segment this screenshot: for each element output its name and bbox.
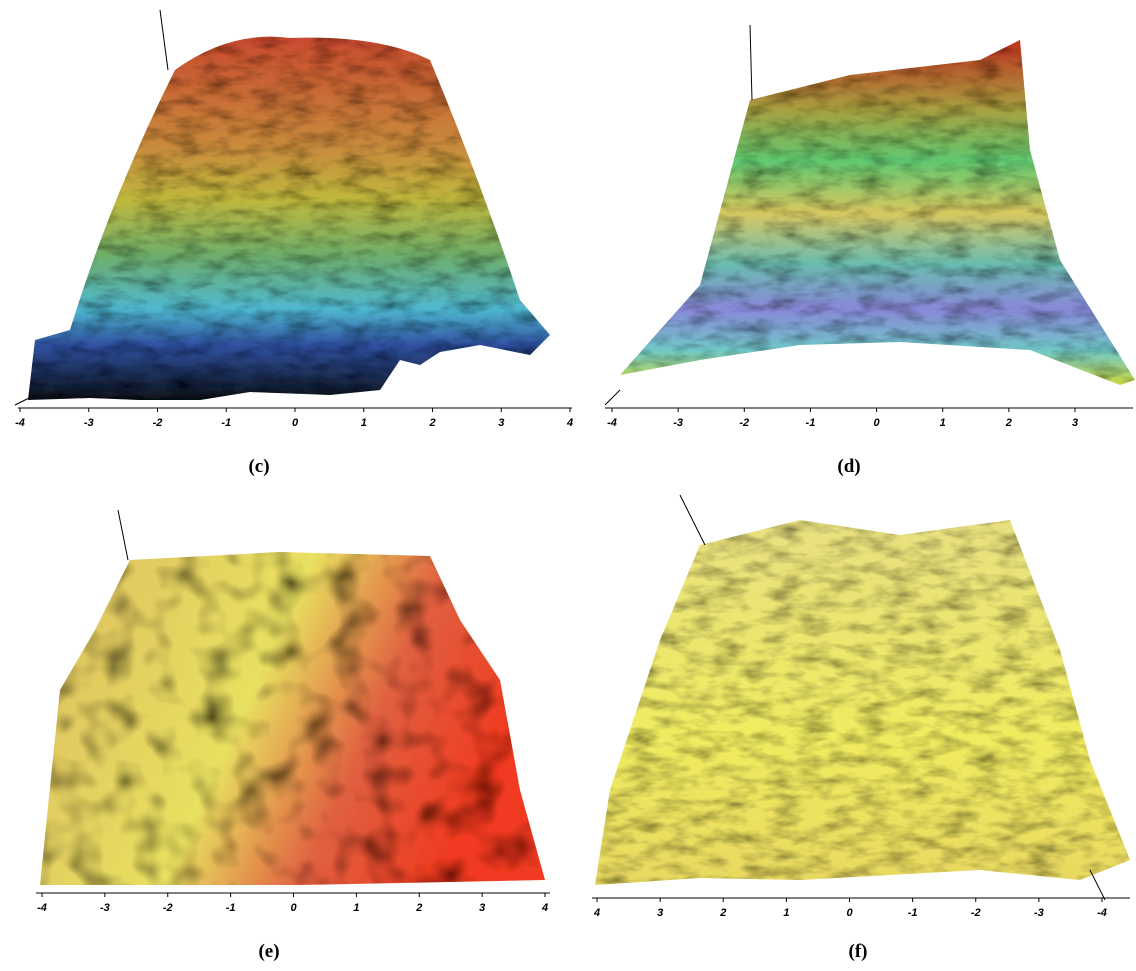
tick-label: -1 [806,417,816,429]
tick-label: -4 [37,902,47,914]
tick-label: 2 [1005,417,1012,429]
tick-label: 3 [1072,417,1078,429]
tick-label: -1 [221,417,231,429]
axis-line [750,25,752,100]
surface-c [28,37,550,400]
tick-label: 0 [290,902,297,914]
tick-label: -2 [971,907,981,919]
tick-label: -2 [739,417,749,429]
tick-label: 4 [541,902,548,914]
tick-label: 1 [361,417,367,429]
surface-d [620,40,1135,385]
axis-line [1090,870,1105,900]
axis-line [15,395,35,405]
tick-label: -4 [1097,907,1107,919]
surfaces [28,37,1135,885]
tick-label: 3 [657,907,663,919]
tick-label: -3 [100,902,110,914]
tick-label: 1 [783,907,789,919]
tick-label: 2 [719,907,726,919]
tick-label: 2 [428,417,435,429]
surface-e [40,552,545,885]
tick-label: 3 [498,417,504,429]
axis-line [160,10,168,70]
tick-label: 1 [940,417,946,429]
axis-line [680,495,705,545]
axis-line [605,390,620,405]
tick-label: -1 [226,902,236,914]
caption: (d) [837,456,860,477]
figure: -4 -3 -2 -1 0 1 2 3 4 (c) -4 -3 -2 -1 0 1 2 3 (d) -4 -3 -2 -1 0… [0,0,1136,971]
tick-label: 0 [292,417,299,429]
tick-label: -2 [153,417,163,429]
tick-label: 4 [566,417,573,429]
tick-label: -3 [1034,907,1044,919]
caption: (f) [849,941,868,962]
tick-label: 0 [874,417,881,429]
caption: (c) [248,456,269,477]
tick-label: -4 [607,417,617,429]
tick-label: -2 [163,902,173,914]
caption: (e) [258,941,279,962]
tick-label: -1 [908,907,918,919]
surface-f [595,520,1130,885]
tick-label: 4 [593,907,600,919]
tick-label: 0 [846,907,853,919]
tick-label: -3 [84,417,94,429]
tick-label: 1 [353,902,359,914]
tick-label: -3 [673,417,683,429]
tick-label: 3 [479,902,485,914]
axis-line [118,510,128,560]
tick-label: -4 [15,417,25,429]
tick-label: 2 [415,902,422,914]
